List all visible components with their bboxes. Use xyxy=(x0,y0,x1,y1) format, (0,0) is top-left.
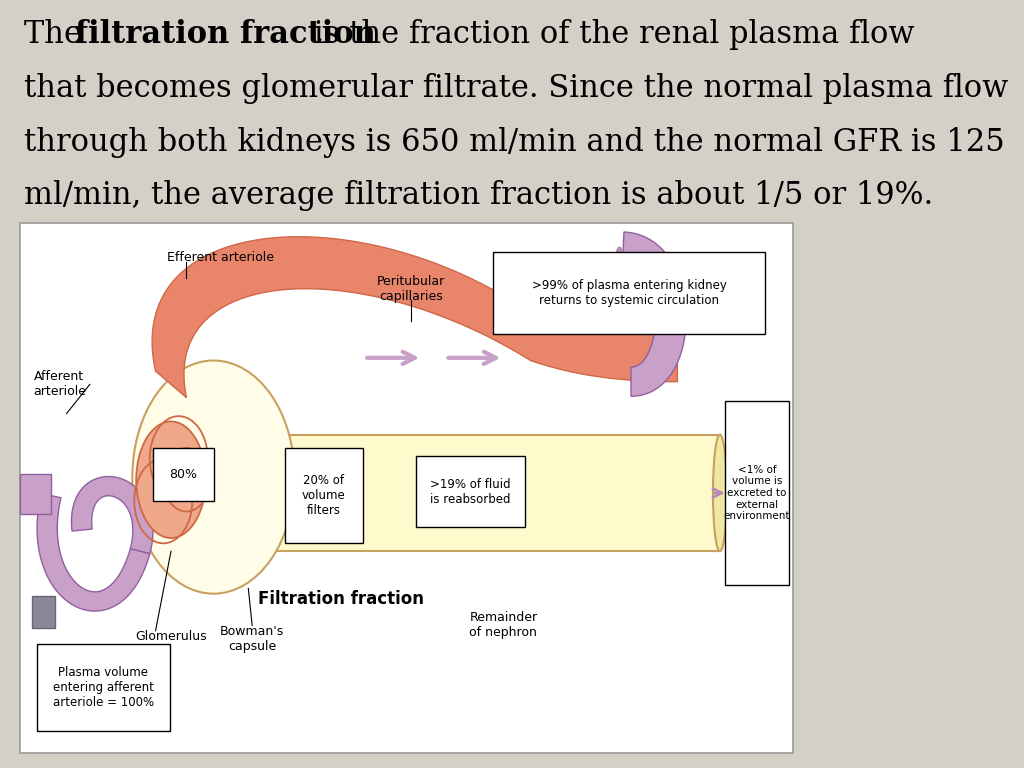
Text: that becomes glomerular filtrate. Since the normal plasma flow: that becomes glomerular filtrate. Since … xyxy=(25,73,1009,104)
Polygon shape xyxy=(32,596,55,628)
Text: Filtration fraction: Filtration fraction xyxy=(258,590,424,608)
FancyBboxPatch shape xyxy=(37,644,170,731)
FancyBboxPatch shape xyxy=(416,456,525,527)
Text: 80%: 80% xyxy=(169,468,198,481)
Text: Peritubular
capillaries: Peritubular capillaries xyxy=(377,275,444,303)
Polygon shape xyxy=(37,494,150,611)
Text: <1% of
volume is
excreted to
external
environment: <1% of volume is excreted to external en… xyxy=(724,465,791,521)
FancyBboxPatch shape xyxy=(494,252,765,333)
Ellipse shape xyxy=(713,435,727,551)
Text: The: The xyxy=(25,19,92,50)
Text: Plasma volume
entering afferent
arteriole = 100%: Plasma volume entering afferent arteriol… xyxy=(53,666,154,709)
Ellipse shape xyxy=(132,360,295,594)
FancyBboxPatch shape xyxy=(20,223,794,753)
Text: >19% of fluid
is reabsorbed: >19% of fluid is reabsorbed xyxy=(430,478,511,505)
Text: is the fraction of the renal plasma flow: is the fraction of the renal plasma flow xyxy=(303,19,914,50)
FancyBboxPatch shape xyxy=(725,401,788,585)
Polygon shape xyxy=(72,476,153,554)
Text: filtration fraction: filtration fraction xyxy=(76,19,376,50)
Polygon shape xyxy=(623,232,686,396)
Text: Efferent arteriole: Efferent arteriole xyxy=(167,250,274,263)
Ellipse shape xyxy=(136,422,206,538)
FancyBboxPatch shape xyxy=(154,449,214,501)
Text: Glomerulus: Glomerulus xyxy=(135,630,207,643)
Text: >99% of plasma entering kidney
returns to systemic circulation: >99% of plasma entering kidney returns t… xyxy=(531,279,726,307)
Text: ml/min, the average filtration fraction is about 1/5 or 19%.: ml/min, the average filtration fraction … xyxy=(25,180,934,211)
Text: Bowman's
capsule: Bowman's capsule xyxy=(220,624,285,653)
Text: through both kidneys is 650 ml/min and the normal GFR is 125: through both kidneys is 650 ml/min and t… xyxy=(25,127,1005,157)
Polygon shape xyxy=(260,435,720,551)
Text: 20% of
volume
filters: 20% of volume filters xyxy=(302,474,345,517)
FancyBboxPatch shape xyxy=(285,449,362,543)
Text: Afferent
arteriole: Afferent arteriole xyxy=(33,370,86,399)
Polygon shape xyxy=(20,475,51,515)
Text: Remainder
of nephron: Remainder of nephron xyxy=(469,611,538,640)
Polygon shape xyxy=(153,237,678,398)
